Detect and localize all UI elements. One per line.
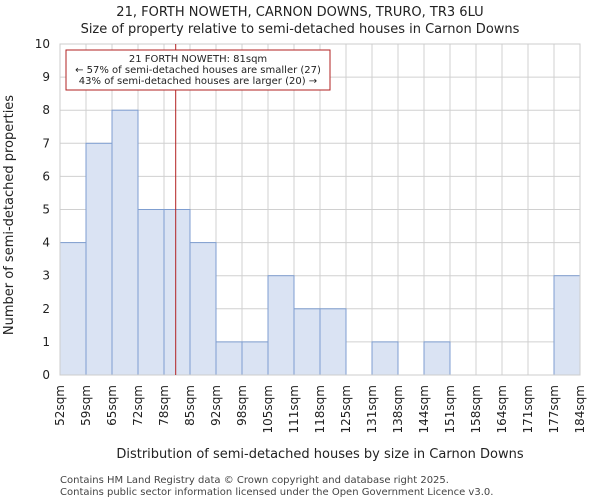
x-ticks: 52sqm 59sqm 65sqm 72sqm 78sqm 85sqm 92sqm 98sqm… [53,385,587,433]
annotation-line-1: 21 FORTH NOWETH: 81sqm [129,54,267,65]
x-tick-label: 105sqm [261,385,275,433]
bar-105sqm [267,275,295,376]
y-tick-label: 2 [42,302,50,316]
x-tick-label: 85sqm [183,385,197,426]
x-tick-label: 72sqm [131,385,145,426]
x-tick-label: 144sqm [417,385,431,433]
chart-title: 21, FORTH NOWETH, CARNON DOWNS, TRURO, T… [116,5,483,20]
x-axis-label: Distribution of semi-detached houses by … [116,447,524,462]
x-tick-label: 151sqm [443,385,457,433]
footer-line-2: Contains public sector information licen… [60,487,493,498]
chart-subtitle: Size of property relative to semi-detach… [81,22,520,37]
y-tick-label: 9 [42,70,50,84]
x-tick-label: 164sqm [495,385,509,433]
x-tick-label: 98sqm [235,385,249,426]
y-axis-label: Number of semi-detached properties [2,95,17,335]
y-tick-label: 4 [42,236,50,250]
y-tick-label: 10 [35,37,50,51]
y-tick-label: 7 [42,136,50,150]
x-tick-label: 52sqm [53,385,67,426]
y-tick-label: 3 [42,269,50,283]
annotation-line-2: ← 57% of semi-detached houses are smalle… [75,65,321,76]
x-tick-label: 65sqm [105,385,119,426]
bars [59,109,581,376]
footer-line-1: Contains HM Land Registry data © Crown c… [60,475,449,486]
bar-65sqm [111,109,139,376]
x-tick-label: 125sqm [339,385,353,433]
bar-52sqm [59,242,87,376]
bar-85sqm [189,242,217,376]
y-tick-label: 1 [42,335,50,349]
x-tick-label: 78sqm [157,385,171,426]
annotation-box [65,49,331,91]
x-tick-label: 138sqm [391,385,405,433]
bar-78sqm [163,209,191,376]
x-tick-label: 171sqm [521,385,535,433]
y-ticks: 0 1 2 3 4 5 6 7 8 9 10 [35,37,50,382]
x-tick-label: 59sqm [79,385,93,426]
bar-98sqm [241,341,269,376]
x-tick-label: 111sqm [287,385,301,433]
x-tick-label: 131sqm [365,385,379,433]
plot-frame [59,43,581,376]
bar-131sqm [371,341,399,376]
bar-92sqm [215,341,243,376]
x-tick-label: 158sqm [469,385,483,433]
x-tick-label: 92sqm [209,385,223,426]
annotation-line-3: 43% of semi-detached houses are larger (… [79,76,317,87]
y-tick-label: 5 [42,203,50,217]
x-tick-label: 184sqm [573,385,587,433]
bar-177sqm [553,275,581,376]
bar-144sqm [423,341,451,376]
bar-118sqm [319,308,347,376]
y-tick-label: 8 [42,103,50,117]
x-tick-label: 177sqm [547,385,561,433]
x-tick-label: 118sqm [313,385,327,433]
y-tick-label: 6 [42,169,50,183]
y-tick-label: 0 [42,368,50,382]
bar-111sqm [293,308,321,376]
bar-59sqm [85,142,113,376]
bar-72sqm [137,209,165,376]
